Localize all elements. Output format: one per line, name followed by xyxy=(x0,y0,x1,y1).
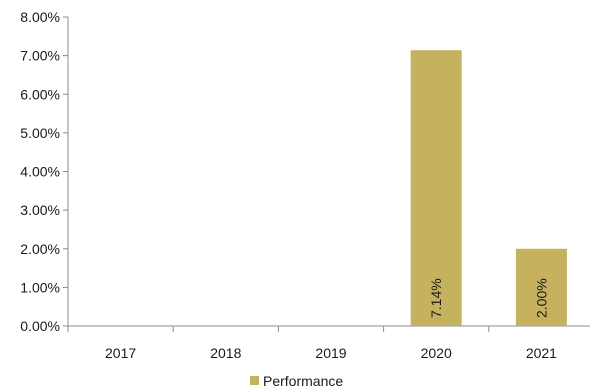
y-tick-label: 4.00% xyxy=(20,164,60,180)
y-tick-label: 2.00% xyxy=(20,241,60,257)
x-tick-label: 2020 xyxy=(421,345,452,361)
bar-2020 xyxy=(410,50,462,326)
y-tick-label: 0.00% xyxy=(20,318,60,334)
legend: Performance xyxy=(250,373,343,389)
y-tick-label: 7.00% xyxy=(20,48,60,64)
bar-data-label: 2.00% xyxy=(533,278,549,318)
x-tick-label: 2018 xyxy=(210,345,241,361)
y-tick-label: 6.00% xyxy=(20,86,60,102)
x-tick-label: 2021 xyxy=(526,345,557,361)
bar-2021 xyxy=(515,248,567,326)
bars: 7.14% 2.00% xyxy=(410,50,567,326)
legend-label: Performance xyxy=(263,373,343,389)
x-axis: 2017 2018 2019 2020 2021 xyxy=(67,325,590,361)
y-tick-label: 1.00% xyxy=(20,279,60,295)
y-tick-label: 3.00% xyxy=(20,202,60,218)
y-axis: 0.00% 1.00% 2.00% 3.00% 4.00% 5.00% 6.00% 7.00%… xyxy=(20,9,69,334)
y-tick-label: 5.00% xyxy=(20,125,60,141)
bar-data-label: 7.14% xyxy=(428,278,444,318)
x-tick-label: 2017 xyxy=(105,345,136,361)
x-tick-label: 2019 xyxy=(315,345,346,361)
legend-swatch xyxy=(250,376,259,385)
y-tick-label: 8.00% xyxy=(20,9,60,25)
